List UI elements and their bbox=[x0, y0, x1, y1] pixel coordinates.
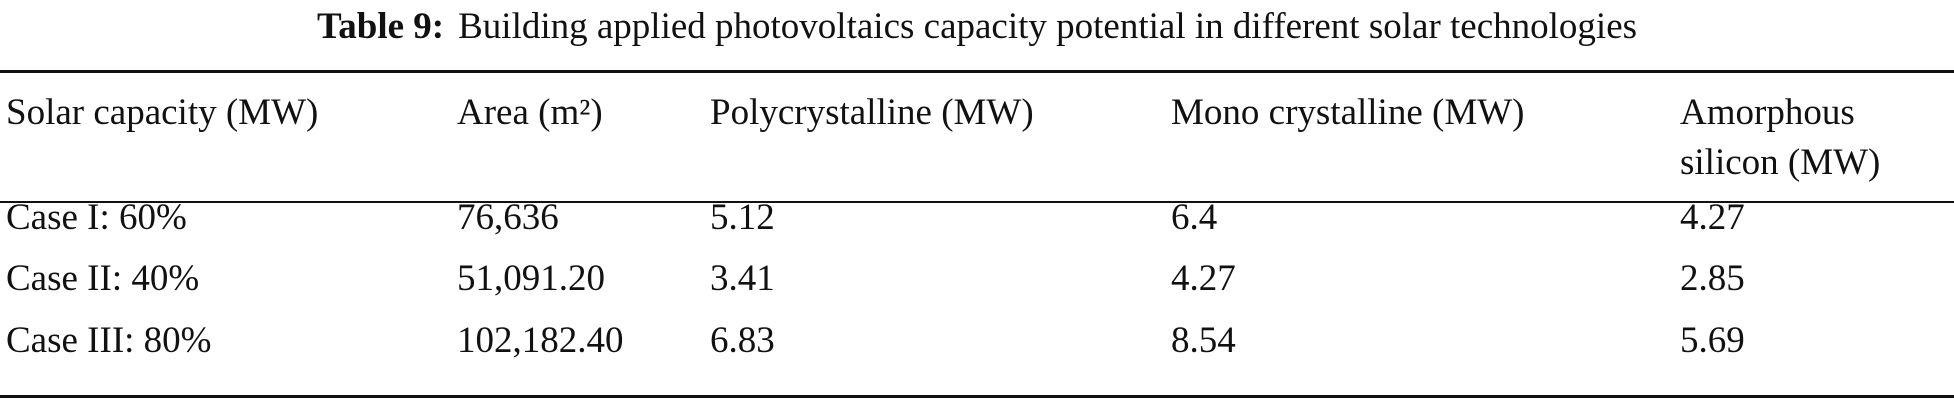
table-cell: 76,636 bbox=[457, 197, 559, 238]
table-cell: Case III: 80% bbox=[6, 320, 212, 361]
table-cell: 3.41 bbox=[710, 258, 775, 299]
table-cell: 6.83 bbox=[710, 320, 775, 361]
table-cell: 8.54 bbox=[1171, 320, 1236, 361]
header-cell: Amorphous silicon (MW) bbox=[1680, 92, 1881, 183]
table-cell: 5.69 bbox=[1680, 320, 1745, 361]
bottom-rule bbox=[0, 395, 1954, 398]
caption-label: Table 9: bbox=[316, 6, 445, 47]
top-rule bbox=[0, 70, 1954, 73]
table-cell: Case I: 60% bbox=[6, 197, 187, 238]
table-cell: 4.27 bbox=[1171, 258, 1236, 299]
header-rule bbox=[0, 201, 1954, 203]
header-cell: Area (m²) bbox=[457, 92, 603, 133]
table-cell: 5.12 bbox=[710, 197, 775, 238]
header-cell: Mono crystalline (MW) bbox=[1171, 92, 1525, 133]
caption-text: Building applied photovoltaics capacity … bbox=[458, 6, 1638, 47]
header-cell: Solar capacity (MW) bbox=[6, 92, 319, 133]
table-caption: Table 9: Building applied photovoltaics c… bbox=[0, 2, 1954, 52]
table-cell: 2.85 bbox=[1680, 258, 1745, 299]
table-cell: Case II: 40% bbox=[6, 258, 200, 299]
table-cell: 51,091.20 bbox=[457, 258, 605, 299]
table-cell: 4.27 bbox=[1680, 197, 1745, 238]
table-cell: 102,182.40 bbox=[457, 320, 624, 361]
header-cell: Polycrystalline (MW) bbox=[710, 92, 1034, 133]
table-cell: 6.4 bbox=[1171, 197, 1218, 238]
